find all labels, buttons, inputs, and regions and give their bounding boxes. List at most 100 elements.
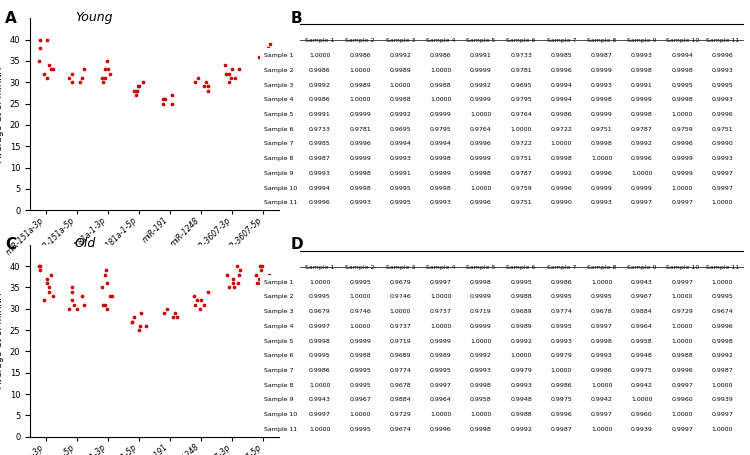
Point xyxy=(140,322,152,329)
Point xyxy=(227,275,239,283)
Point xyxy=(38,297,50,304)
Point xyxy=(45,66,57,73)
Point xyxy=(126,318,138,325)
Point xyxy=(41,36,53,43)
Point xyxy=(223,70,235,77)
Point xyxy=(198,301,210,308)
Point xyxy=(265,49,277,56)
Point xyxy=(134,322,146,329)
Point xyxy=(189,79,201,86)
Text: Old: Old xyxy=(75,237,96,250)
Point xyxy=(96,74,108,81)
Point xyxy=(264,40,276,47)
Point xyxy=(263,49,275,56)
Point xyxy=(104,70,116,77)
Point xyxy=(106,293,118,300)
Point xyxy=(46,66,58,73)
Point xyxy=(224,284,236,291)
Point xyxy=(202,83,214,90)
Text: Young: Young xyxy=(75,10,112,24)
Point xyxy=(132,83,144,90)
Point xyxy=(66,297,78,304)
Point xyxy=(34,267,46,274)
Point xyxy=(44,61,55,69)
Point xyxy=(134,83,146,90)
Point xyxy=(102,66,114,73)
Point xyxy=(229,74,241,81)
Point xyxy=(233,271,245,278)
Point xyxy=(195,297,207,304)
Point xyxy=(43,288,55,295)
Point xyxy=(232,279,244,287)
Point xyxy=(71,305,83,313)
Point xyxy=(66,284,78,291)
Point xyxy=(128,313,140,321)
Point xyxy=(158,100,170,107)
Point xyxy=(41,74,53,81)
Point xyxy=(254,279,266,287)
Point xyxy=(137,79,149,86)
Point xyxy=(232,66,244,73)
Point xyxy=(98,301,109,308)
Point xyxy=(219,61,231,69)
Point xyxy=(98,271,110,278)
Point xyxy=(97,79,109,86)
Point xyxy=(198,83,210,90)
Point xyxy=(254,263,266,270)
Point xyxy=(134,327,146,334)
Point xyxy=(100,267,112,274)
Point xyxy=(253,53,265,60)
Point xyxy=(34,45,46,52)
Point xyxy=(45,271,57,278)
Y-axis label: Average Ct of miRNA: Average Ct of miRNA xyxy=(0,293,4,388)
Text: B: B xyxy=(291,10,302,25)
Text: D: D xyxy=(291,237,304,252)
Point xyxy=(134,309,146,317)
Point xyxy=(251,271,262,278)
Point xyxy=(169,309,181,317)
Point xyxy=(157,96,169,103)
Point xyxy=(78,301,90,308)
Point xyxy=(226,66,238,73)
Point xyxy=(226,74,238,81)
Point xyxy=(76,74,88,81)
Point xyxy=(262,271,274,278)
Point xyxy=(189,301,201,308)
Point xyxy=(220,70,232,77)
Point xyxy=(41,279,53,287)
Point xyxy=(63,305,75,313)
Point xyxy=(188,293,200,300)
Y-axis label: Average Ct of miRNA: Average Ct of miRNA xyxy=(0,67,4,162)
Point xyxy=(126,318,138,325)
Point xyxy=(200,79,212,86)
Point xyxy=(255,267,267,274)
Point xyxy=(66,288,78,295)
Point xyxy=(256,263,268,270)
Point xyxy=(258,284,270,291)
Point xyxy=(202,288,214,295)
Point xyxy=(33,57,45,65)
Point xyxy=(253,275,265,283)
Point xyxy=(251,279,263,287)
Point xyxy=(228,284,240,291)
Point xyxy=(166,91,178,99)
Point xyxy=(68,301,80,308)
Point xyxy=(76,293,88,300)
Point xyxy=(99,74,111,81)
Point xyxy=(96,284,108,291)
Point xyxy=(38,70,50,77)
Point xyxy=(44,284,55,291)
Point xyxy=(202,87,214,94)
Point xyxy=(224,79,236,86)
Point xyxy=(234,267,246,274)
Point xyxy=(262,45,274,52)
Point xyxy=(100,57,112,65)
Point xyxy=(104,293,116,300)
Point xyxy=(258,57,270,65)
Point xyxy=(226,279,238,287)
Point xyxy=(130,91,142,99)
Point xyxy=(34,263,46,270)
Point xyxy=(66,70,78,77)
Point xyxy=(161,305,173,313)
Point xyxy=(46,293,58,300)
